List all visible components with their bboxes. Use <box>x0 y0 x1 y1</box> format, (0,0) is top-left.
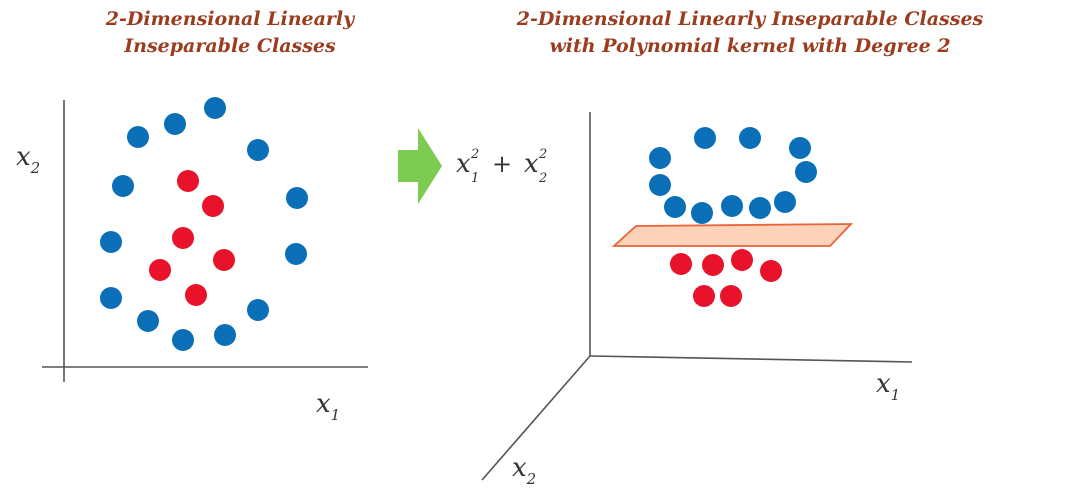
left-axes <box>42 100 368 382</box>
left-blue-class-point <box>247 139 269 161</box>
left-blue-class-point <box>164 113 186 135</box>
left-blue-class-point <box>100 231 122 253</box>
right-red-class-point <box>670 253 692 275</box>
right-blue-class-point <box>789 137 811 159</box>
right-vertical-axis-label: x 2 1 + x 2 2 <box>456 147 547 186</box>
svg-text:2: 2 <box>538 147 547 162</box>
right-blue-class-point <box>664 196 686 218</box>
left-blue-class-point <box>112 175 134 197</box>
left-blue-class-point <box>127 126 149 148</box>
right-scatter-points <box>649 127 817 307</box>
left-blue-class-point <box>100 287 122 309</box>
separating-hyperplane <box>611 223 854 247</box>
right-blue-class-point <box>649 147 671 169</box>
left-red-class-point <box>177 170 199 192</box>
right-depth-axis-label: x2 <box>512 453 536 488</box>
right-blue-class-point <box>691 202 713 224</box>
left-blue-class-point <box>172 329 194 351</box>
left-blue-class-point <box>285 243 307 265</box>
right-depth-axis <box>481 355 591 481</box>
svg-text:x: x <box>456 149 471 179</box>
svg-text:2: 2 <box>470 147 479 162</box>
left-scatter-points <box>100 97 308 351</box>
left-red-class-point <box>202 195 224 217</box>
svg-text:2: 2 <box>538 171 547 186</box>
left-panel-title: 2-Dimensional Linearly Inseparable Class… <box>20 6 440 60</box>
left-y-axis-label: x2 <box>16 142 40 177</box>
right-panel-title: 2-Dimensional Linearly Inseparable Class… <box>440 6 1060 60</box>
right-red-class-point <box>731 249 753 271</box>
left-red-class-point <box>172 227 194 249</box>
right-blue-class-point <box>694 127 716 149</box>
right-red-class-point <box>702 254 724 276</box>
right-blue-class-point <box>649 174 671 196</box>
right-title-line1: 2-Dimensional Linearly Inseparable Class… <box>516 8 984 30</box>
right-blue-class-point <box>795 161 817 183</box>
left-red-class-point <box>213 249 235 271</box>
right-blue-class-point <box>749 197 771 219</box>
right-red-class-point <box>720 285 742 307</box>
right-x-axis <box>589 355 913 363</box>
right-x-axis-label: x1 <box>876 369 900 404</box>
left-title-line1: 2-Dimensional Linearly <box>105 8 355 30</box>
svg-text:+: + <box>492 150 512 178</box>
left-x-axis-label: x1 <box>316 389 340 424</box>
right-blue-class-point <box>774 191 796 213</box>
right-axes <box>481 112 913 481</box>
svg-text:1: 1 <box>471 171 479 186</box>
left-red-class-point <box>149 259 171 281</box>
right-arrow-icon <box>398 128 442 204</box>
right-red-class-point <box>693 285 715 307</box>
left-blue-class-point <box>286 187 308 209</box>
left-title-line2: Inseparable Classes <box>124 35 336 57</box>
left-blue-class-point <box>247 299 269 321</box>
left-blue-class-point <box>214 324 236 346</box>
left-blue-class-point <box>137 310 159 332</box>
left-blue-class-point <box>204 97 226 119</box>
right-title-line2: with Polynomial kernel with Degree 2 <box>549 35 951 57</box>
right-blue-class-point <box>739 127 761 149</box>
right-blue-class-point <box>721 195 743 217</box>
svg-text:x: x <box>524 149 539 179</box>
left-red-class-point <box>185 284 207 306</box>
right-red-class-point <box>760 260 782 282</box>
